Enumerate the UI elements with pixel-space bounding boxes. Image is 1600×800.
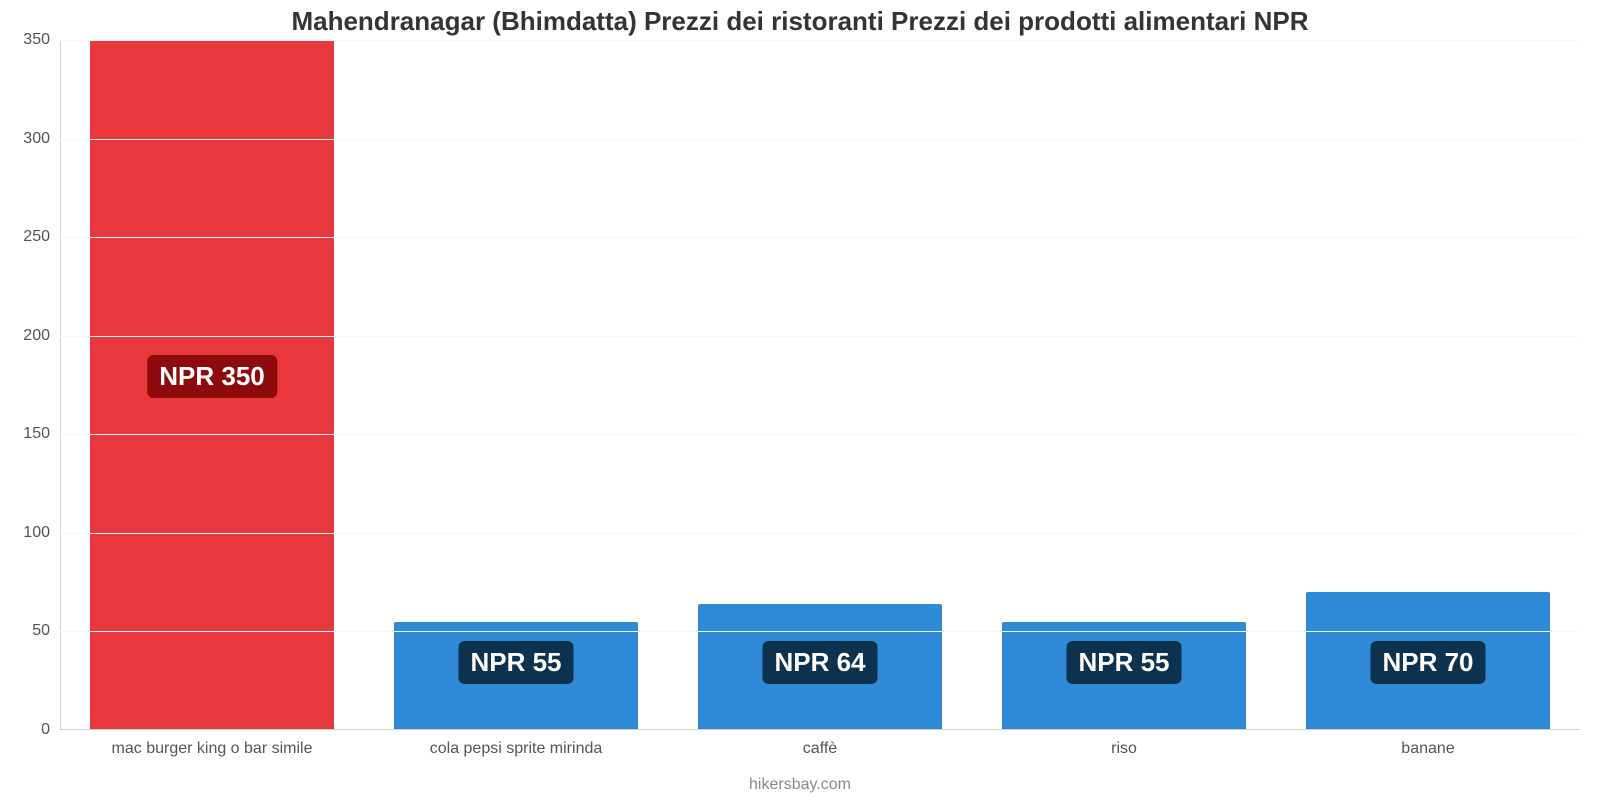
value-badge: NPR 350 [147,355,277,398]
bar-slot: NPR 55cola pepsi sprite mirinda [364,40,668,730]
value-badge: NPR 70 [1370,641,1485,684]
chart-title: Mahendranagar (Bhimdatta) Prezzi dei ris… [0,6,1600,37]
chart-credit: hikersbay.com [0,776,1600,794]
value-badge: NPR 64 [762,641,877,684]
grid-line [60,336,1580,337]
y-tick-label: 0 [41,721,60,739]
price-bar-chart: Mahendranagar (Bhimdatta) Prezzi dei ris… [0,0,1600,800]
grid-line [60,40,1580,41]
y-tick-label: 300 [23,130,60,148]
x-tick-label: caffè [803,730,837,758]
bar-slot: NPR 70banane [1276,40,1580,730]
value-badge: NPR 55 [1066,641,1181,684]
grid-line [60,631,1580,632]
grid-line [60,533,1580,534]
y-tick-label: 350 [23,31,60,49]
grid-line [60,434,1580,435]
y-tick-label: 200 [23,327,60,345]
y-tick-label: 150 [23,425,60,443]
grid-line [60,237,1580,238]
value-badge: NPR 55 [458,641,573,684]
bar-slot: NPR 55riso [972,40,1276,730]
grid-line [60,139,1580,140]
bar-slot: NPR 350mac burger king o bar simile [60,40,364,730]
x-tick-label: mac burger king o bar simile [112,730,313,758]
y-tick-label: 50 [32,622,60,640]
plot-area: NPR 350mac burger king o bar simileNPR 5… [60,40,1580,730]
y-tick-label: 250 [23,228,60,246]
x-axis-line [60,729,1580,730]
x-tick-label: banane [1401,730,1454,758]
x-tick-label: riso [1111,730,1137,758]
x-tick-label: cola pepsi sprite mirinda [430,730,603,758]
y-axis-line [60,40,61,730]
bars-container: NPR 350mac burger king o bar simileNPR 5… [60,40,1580,730]
y-tick-label: 100 [23,524,60,542]
bar-slot: NPR 64caffè [668,40,972,730]
